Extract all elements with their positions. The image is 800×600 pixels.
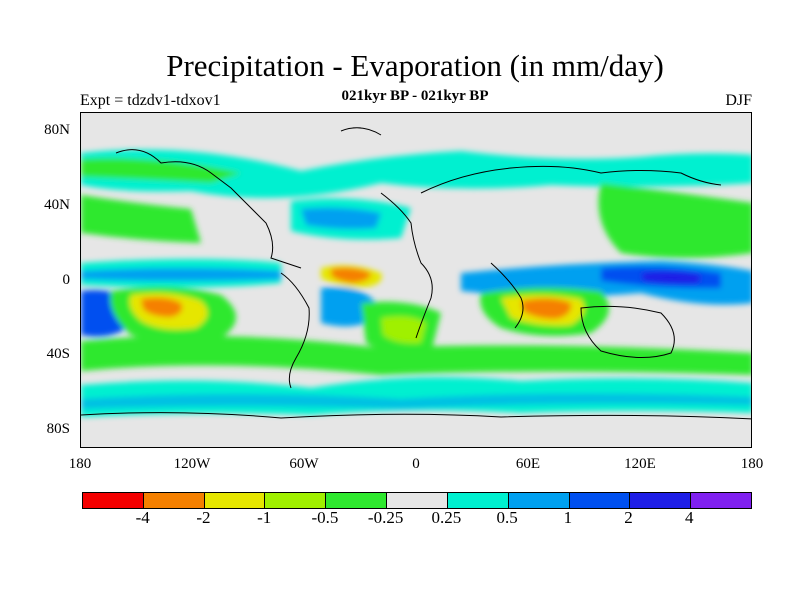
colorbar-label: -4	[135, 508, 150, 527]
colorbar-label: 2	[624, 508, 633, 527]
colorbar-swatch	[265, 493, 327, 508]
colorbar-swatch	[691, 493, 751, 508]
colorbar-label: -0.25	[367, 508, 404, 527]
colorbar-swatch	[630, 493, 692, 508]
colorbar-label: -2	[196, 508, 211, 527]
y-tick-label: 40S	[46, 346, 70, 362]
colorbar-label: 0.25	[431, 508, 462, 527]
x-tick-label: 120E	[624, 456, 656, 472]
field-shading	[81, 149, 751, 417]
colorbar-swatch	[143, 493, 205, 508]
colorbar-swatch	[83, 493, 144, 508]
y-tick-label: 80N	[44, 122, 70, 138]
colorbar-swatch	[326, 493, 388, 508]
field-map	[81, 113, 751, 447]
season-label: DJF	[725, 92, 752, 109]
colorbar	[82, 492, 752, 509]
colorbar-label: 1	[563, 508, 573, 527]
colorbar-label: 4	[685, 508, 694, 527]
x-tick-label: 60E	[515, 456, 541, 472]
map-subtitle: 021kyr BP - 021kyr BP	[341, 88, 489, 104]
map-title: Precipitation - Evaporation (in mm/day)	[166, 48, 664, 83]
colorbar-swatch	[569, 493, 631, 508]
map-panel	[80, 112, 752, 448]
y-tick-label: 40N	[44, 197, 70, 213]
coastlines	[81, 127, 751, 420]
colorbar-label: 0.5	[496, 508, 518, 527]
colorbar-swatch	[508, 493, 570, 508]
x-tick-label: 120W	[173, 456, 211, 472]
x-tick-label: 180	[740, 456, 764, 472]
colorbar-label: -0.5	[311, 508, 339, 527]
x-tick-label: 180	[68, 456, 92, 472]
colorbar-swatch	[204, 493, 266, 508]
x-tick-label: 0	[412, 456, 420, 472]
colorbar-label: -1	[257, 508, 272, 527]
y-tick-label: 0	[62, 272, 71, 288]
y-tick-label: 80S	[46, 421, 70, 437]
colorbar-swatch	[447, 493, 509, 508]
colorbar-swatch	[387, 493, 448, 508]
x-tick-label: 60W	[289, 456, 319, 472]
experiment-label: Expt = tdzdv1-tdxov1	[80, 92, 221, 109]
